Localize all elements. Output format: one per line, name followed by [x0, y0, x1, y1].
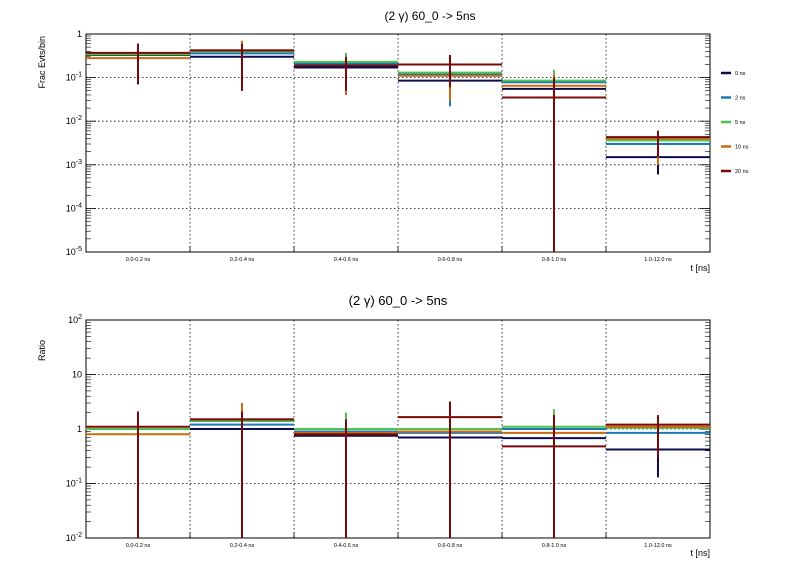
series — [86, 401, 710, 538]
x-tick-label: 0.4-0.6 ns — [334, 257, 359, 263]
y-tick-label-base: 10 — [66, 479, 76, 489]
y-tick-label: 10-1 — [66, 478, 82, 489]
legend: 0 ns 2 ns 5 ns 10 ns 20 ns — [721, 71, 749, 175]
y-tick-label-base: 10 — [66, 533, 76, 543]
bottom-chart-title: (2 γ) 60_0 -> 5ns — [349, 293, 448, 308]
legend-label: 10 ns — [735, 145, 749, 151]
y-tick-label-exponent: -2 — [76, 532, 82, 539]
y-tick-label: 1 — [77, 424, 82, 434]
top-x-axis-label: t [ns] — [690, 263, 710, 273]
y-tick-label: 10 — [72, 370, 82, 380]
x-tick-label: 0.2-0.4 ns — [230, 543, 255, 549]
plot-area: 110-110-210-310-410-50.0-0.2 ns 0.2-0.4 n… — [66, 29, 711, 263]
x-tick-label: 0.8-1.0 ns — [542, 257, 567, 263]
bottom-y-axis-label: Ratio — [37, 340, 47, 361]
legend-label: 5 ns — [735, 120, 746, 126]
y-tick-label-exponent: -2 — [76, 115, 82, 122]
series — [86, 43, 710, 252]
y-tick-label: 102 — [68, 314, 82, 325]
y-tick-label-base: 10 — [66, 247, 76, 257]
x-tick-label: 1.0-12.0 ns — [644, 257, 672, 263]
x-tick-label: 0.4-0.6 ns — [334, 543, 359, 549]
top-panel: (2 γ) 60_0 -> 5ns Frac Evts/bin t [ns] 0… — [37, 9, 749, 273]
y-tick-label-exponent: -1 — [76, 72, 82, 79]
top-chart-title: (2 γ) 60_0 -> 5ns — [384, 9, 475, 23]
x-tick-label: 0.6-0.8 ns — [438, 543, 463, 549]
bottom-x-axis-label: t [ns] — [690, 548, 710, 558]
y-tick-label-base: 10 — [66, 73, 76, 83]
y-tick-label-exponent: -5 — [76, 246, 82, 253]
y-tick-label-base: 10 — [66, 203, 76, 213]
x-tick-label: 0.2-0.4 ns — [230, 257, 255, 263]
y-tick-label-exponent: -3 — [76, 159, 82, 166]
y-tick-label: 10-5 — [66, 246, 82, 257]
y-tick-label: 10-4 — [66, 202, 82, 213]
x-tick-label: 0.0-0.2 ns — [126, 257, 151, 263]
y-tick-label: 10-2 — [66, 532, 82, 543]
x-tick-label: 0.0-0.2 ns — [126, 543, 151, 549]
y-tick-label-base: 10 — [68, 315, 78, 325]
y-tick-label-exponent: -4 — [76, 202, 82, 209]
y-tick-label-exponent: 2 — [78, 314, 82, 321]
y-tick-label: 10-3 — [66, 159, 82, 170]
x-tick-label: 1.0-12.0 ns — [644, 543, 672, 549]
x-tick-label: 0.6-0.8 ns — [438, 257, 463, 263]
y-tick-label-base: 10 — [66, 116, 76, 126]
legend-label: 2 ns — [735, 96, 746, 102]
y-tick-label-base: 10 — [66, 160, 76, 170]
x-tick-label: 0.8-1.0 ns — [542, 543, 567, 549]
top-y-axis-label: Frac Evts/bin — [37, 36, 47, 89]
y-tick-label-base: 1 — [77, 29, 82, 39]
y-tick-label: 1 — [77, 29, 82, 39]
bottom-panel: (2 γ) 60_0 -> 5ns Ratio t [ns] 10210110-… — [37, 293, 711, 558]
y-tick-label-exponent: -1 — [76, 478, 82, 485]
y-tick-label-base: 10 — [72, 370, 82, 380]
legend-label: 20 ns — [735, 169, 749, 175]
y-tick-label-base: 1 — [77, 424, 82, 434]
y-tick-label: 10-1 — [66, 72, 82, 83]
y-tick-label: 10-2 — [66, 115, 82, 126]
legend-label: 0 ns — [735, 71, 746, 77]
